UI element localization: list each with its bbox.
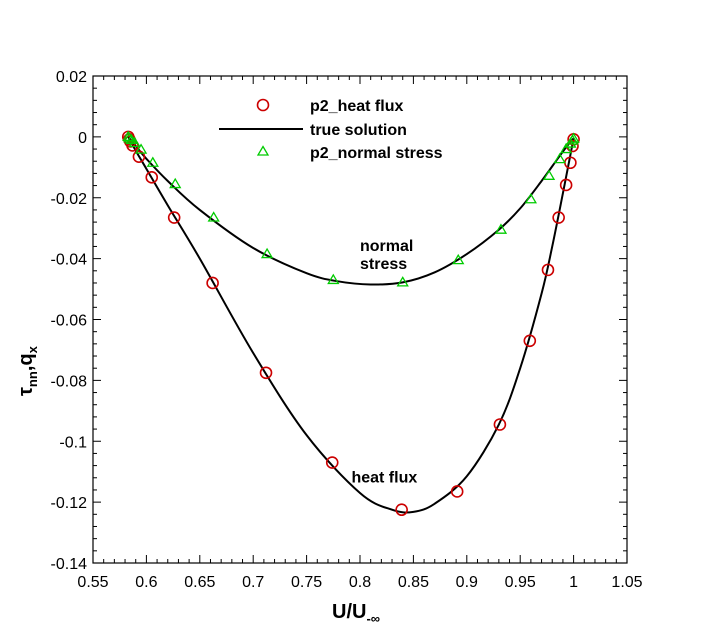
y-axis-title-tau: τ [15, 387, 37, 396]
annotation-normal-stress: normal [360, 238, 413, 255]
normal-stress-point [260, 247, 274, 259]
normal-stress-point [396, 276, 409, 287]
x-axis: 0.55 0.6 0.65 0.7 0.75 0.8 0.85 0.9 0.95 1 1.05 [77, 76, 643, 591]
y-axis-title: τnn,qx [15, 345, 40, 396]
x-tick-label: 0.95 [505, 574, 536, 591]
normal-stress-point [524, 192, 538, 204]
x-tick-label: 1 [569, 574, 578, 591]
y-tick-label: 0 [78, 130, 87, 147]
x-tick-label: 0.6 [135, 574, 157, 591]
y-axis-title-q: ,q [15, 353, 37, 371]
x-tick-label: 0.8 [349, 574, 371, 591]
normal-stress-point [134, 143, 148, 154]
normal-stress-point [559, 142, 573, 154]
x-tick-label: 0.65 [184, 574, 215, 591]
normal-stress-point [553, 152, 566, 164]
y-tick-label: -0.1 [59, 434, 87, 451]
y-tick-label: 0.02 [56, 69, 87, 86]
x-tick-label: 0.55 [77, 574, 108, 591]
legend-label-normal-stress: p2_normal stress [310, 145, 443, 162]
normal-stress-point [207, 211, 220, 222]
normal-stress-point [128, 136, 141, 148]
legend: p2_heat flux true solution p2_normal str… [219, 98, 443, 162]
heat-flux-point [167, 211, 181, 224]
heat-flux-point [541, 263, 555, 277]
normal-stress-point [123, 132, 136, 143]
normal-stress-point [327, 273, 340, 285]
heat-flux-point [132, 150, 146, 163]
true-solution-normal-stress-line [127, 136, 575, 286]
y-axis-title-subscript-nn: nn [25, 371, 40, 387]
heat-flux-point [552, 211, 565, 224]
normal-stress-point [452, 253, 465, 265]
legend-triangle-marker [256, 145, 270, 156]
annotation-normal-stress: stress [360, 256, 407, 273]
heat-flux-point [325, 456, 339, 469]
y-tick-label: -0.04 [51, 252, 88, 269]
x-tick-label: 0.9 [456, 574, 478, 591]
x-tick-label: 1.05 [611, 574, 642, 591]
heat-flux-point [145, 171, 159, 184]
normal-stress-markers [122, 130, 580, 287]
y-axis: 0.02 0 -0.02 -0.04 -0.06 -0.08 -0.1 -0.12 -0.14 [51, 69, 627, 573]
x-tick-label: 0.75 [291, 574, 322, 591]
y-tick-label: -0.12 [51, 495, 88, 512]
legend-circle-marker [256, 98, 270, 112]
normal-stress-point [146, 156, 159, 167]
normal-stress-point [542, 169, 556, 180]
heat-flux-point [395, 503, 408, 517]
legend-label-true-solution: true solution [310, 122, 407, 139]
heat-flux-point [450, 485, 464, 498]
heat-flux-point [523, 334, 537, 348]
heat-flux-point [259, 366, 273, 380]
normal-stress-point [567, 132, 580, 143]
true-solution-heat-flux-line [127, 136, 575, 514]
y-tick-label: -0.08 [51, 373, 88, 390]
annotation-heat-flux: heat flux [351, 469, 417, 486]
normal-stress-point [494, 223, 508, 234]
y-tick-label: -0.06 [51, 313, 88, 330]
x-axis-title: U/U-∞ [332, 601, 380, 626]
x-axis-title-subscript: -∞ [366, 611, 380, 626]
heat-flux-point [493, 418, 507, 431]
true-solution-curves [127, 136, 575, 514]
y-tick-label: -0.14 [51, 556, 88, 573]
heat-flux-point [559, 178, 573, 192]
x-tick-label: 0.7 [242, 574, 264, 591]
y-tick-label: -0.02 [51, 191, 88, 208]
heat-flux-point [206, 276, 219, 290]
normal-stress-point [169, 177, 182, 189]
y-axis-title-subscript-x: x [25, 345, 40, 353]
x-axis-title-main: U/U [332, 601, 366, 623]
legend-label-heat-flux: p2_heat flux [310, 98, 403, 115]
x-tick-label: 0.85 [398, 574, 429, 591]
